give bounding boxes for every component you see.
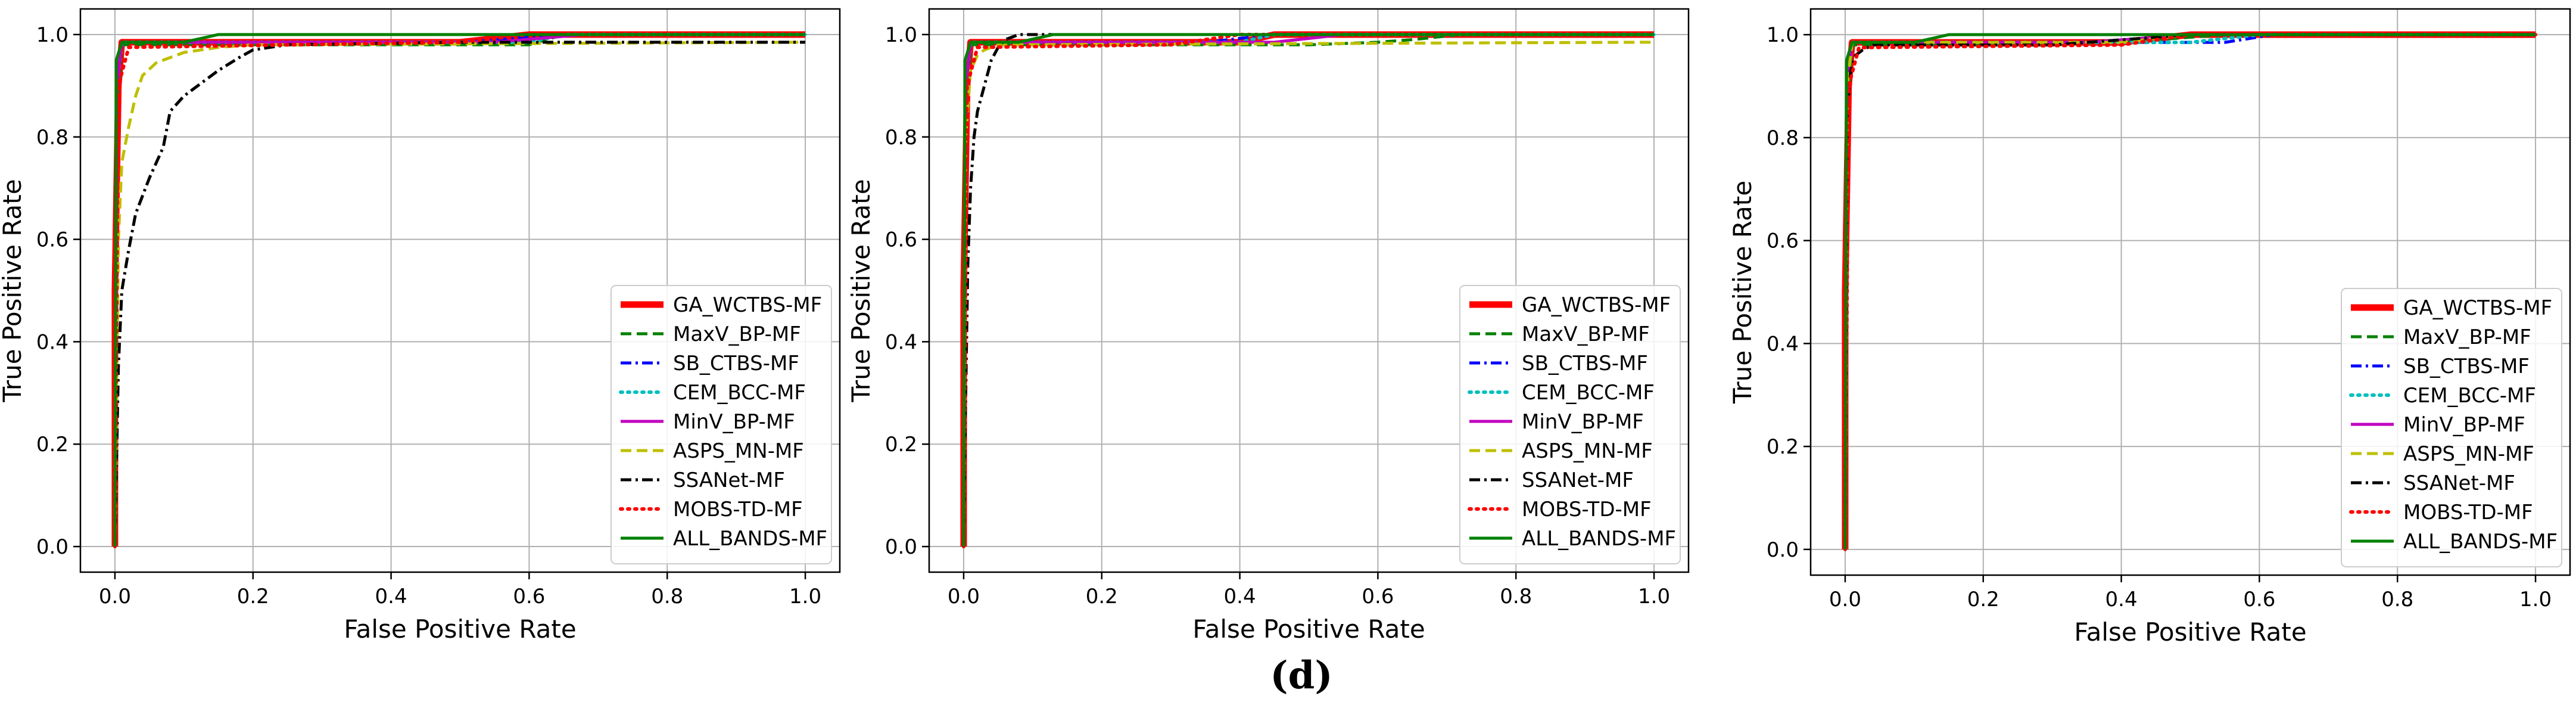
legend-box: [1459, 285, 1681, 564]
legend: GA_WCTBS-MF MaxV_BP-MF SB_CTBS-MF CEM_BCC-M…: [1459, 285, 1681, 564]
y-axis-label: True Positive Rate: [0, 179, 27, 402]
y-tick-label: 1.0: [885, 23, 917, 47]
legend-label: MaxV_BP-MF: [673, 322, 801, 346]
x-tick-label: 0.8: [2381, 588, 2413, 611]
legend-label: MaxV_BP-MF: [1522, 322, 1650, 346]
legend-label: CEM_BCC-MF: [2403, 384, 2536, 408]
legend-label: CEM_BCC-MF: [1522, 381, 1655, 405]
x-tick-label: 1.0: [1638, 585, 1670, 609]
roc-curves: [1842, 31, 2538, 551]
legend-label: ALL_BANDS-MF: [673, 527, 827, 551]
y-tick-label: 0.6: [36, 228, 68, 252]
legend-label: SB_CTBS-MF: [2403, 355, 2530, 378]
roc-panel-2: 0.0 0.2 0.4 0.6 0.8 1.0 0.0 0.2 0.4 0.6 0.8 1.0 Fal…: [846, 8, 1690, 644]
legend-label: ALL_BANDS-MF: [2403, 530, 2558, 554]
y-tick-label: 0.2: [36, 433, 68, 457]
legend-label: MinV_BP-MF: [673, 410, 795, 434]
legend-label: GA_WCTBS-MF: [1522, 293, 1671, 317]
x-tick-label: 0.8: [651, 585, 683, 609]
roc-curve-all-bands-mf: [962, 33, 1655, 547]
y-tick-label: 0.4: [36, 330, 68, 354]
axes-frame: [1809, 8, 2571, 576]
figure-caption: (d): [1270, 653, 1332, 698]
legend-label: GA_WCTBS-MF: [673, 293, 822, 317]
y-tick-label: 0.0: [1767, 538, 1799, 562]
y-tick-label: 1.0: [36, 23, 68, 47]
legend-label: MaxV_BP-MF: [2403, 325, 2531, 349]
legend-label: MinV_BP-MF: [1522, 410, 1644, 434]
y-tick-label: 0.0: [885, 535, 917, 559]
legend-label: ASPS_MN-MF: [673, 439, 804, 463]
legend-label: SB_CTBS-MF: [673, 352, 799, 375]
legend: GA_WCTBS-MF MaxV_BP-MF SB_CTBS-MF CEM_BCC-M…: [610, 285, 832, 564]
roc-curves: [111, 31, 808, 549]
y-tick-label: 1.0: [1767, 23, 1799, 47]
roc-panel-1: 0.0 0.2 0.4 0.6 0.8 1.0 0.0 0.2 0.4 0.6 0.8 1.0 Fal…: [0, 8, 841, 644]
x-tick-label: 0.2: [237, 585, 269, 609]
y-tick-label: 0.8: [36, 126, 68, 150]
axes-frame: [928, 8, 1690, 573]
legend-label: SSANet-MF: [673, 468, 785, 492]
x-tick-label: 1.0: [2519, 588, 2552, 611]
roc-curve-ssanet-mf: [113, 41, 806, 547]
x-tick-label: 0.6: [2243, 588, 2275, 611]
ticks: 0.0 0.2 0.4 0.6 0.8 1.0 0.0 0.2 0.4 0.6 0.8 1.0: [885, 23, 1670, 609]
legend-box: [2341, 288, 2562, 567]
y-axis-label: True Positive Rate: [1728, 181, 1757, 404]
x-tick-label: 1.0: [789, 585, 821, 609]
y-axis-label: True Positive Rate: [846, 179, 876, 402]
y-tick-label: 0.6: [885, 228, 917, 252]
y-tick-label: 0.2: [1767, 435, 1799, 459]
y-tick-label: 0.4: [1767, 332, 1799, 356]
x-tick-label: 0.4: [2105, 588, 2138, 611]
y-tick-label: 0.8: [885, 126, 917, 150]
x-tick-label: 0.0: [99, 585, 131, 609]
x-tick-label: 0.0: [1829, 588, 1861, 611]
legend-label: SSANet-MF: [1522, 468, 1634, 492]
x-tick-label: 0.8: [1500, 585, 1532, 609]
x-tick-label: 0.4: [1224, 585, 1256, 609]
legend-label: SSANet-MF: [2403, 471, 2515, 495]
x-tick-label: 0.6: [513, 585, 545, 609]
x-tick-label: 0.4: [375, 585, 407, 609]
ticks: 0.0 0.2 0.4 0.6 0.8 1.0 0.0 0.2 0.4 0.6 0.8 1.0: [36, 23, 821, 609]
roc-curves: [960, 31, 1656, 549]
legend-label: MOBS-TD-MF: [673, 498, 803, 521]
roc-curve-mobs-td-mf: [113, 32, 808, 549]
y-tick-label: 0.6: [1767, 229, 1799, 253]
ticks: 0.0 0.2 0.4 0.6 0.8 1.0 0.0 0.2 0.4 0.6 0.8 1.0: [1767, 23, 2552, 611]
x-axis-label: False Positive Rate: [1192, 614, 1425, 644]
y-tick-label: 0.2: [885, 433, 917, 457]
legend-label: MOBS-TD-MF: [1522, 498, 1652, 521]
roc-curve-all-bands-mf: [1843, 33, 2536, 550]
grid: [80, 9, 840, 572]
legend-label: ALL_BANDS-MF: [1522, 527, 1676, 551]
x-axis-label: False Positive Rate: [344, 614, 576, 644]
x-axis-label: False Positive Rate: [2074, 617, 2306, 647]
legend-label: MinV_BP-MF: [2403, 413, 2525, 437]
legend: GA_WCTBS-MF MaxV_BP-MF SB_CTBS-MF CEM_BCC-M…: [2341, 288, 2562, 567]
axes-frame: [79, 8, 841, 573]
legend-label: MOBS-TD-MF: [2403, 501, 2533, 524]
x-tick-label: 0.0: [948, 585, 980, 609]
roc-curve-all-bands-mf: [113, 33, 806, 547]
legend-box: [610, 285, 832, 564]
x-tick-label: 0.2: [1967, 588, 1999, 611]
y-tick-label: 0.4: [885, 330, 917, 354]
legend-label: SB_CTBS-MF: [1522, 352, 1648, 375]
legend-label: ASPS_MN-MF: [1522, 439, 1653, 463]
roc-panel-3: 0.0 0.2 0.4 0.6 0.8 1.0 0.0 0.2 0.4 0.6 0.8 1.0 Fal…: [1728, 8, 2571, 647]
legend-label: CEM_BCC-MF: [673, 381, 806, 405]
y-tick-label: 0.8: [1767, 126, 1799, 150]
y-tick-label: 0.0: [36, 535, 68, 559]
legend-label: GA_WCTBS-MF: [2403, 296, 2552, 320]
x-tick-label: 0.2: [1086, 585, 1118, 609]
x-tick-label: 0.6: [1362, 585, 1394, 609]
roc-curve-ssanet-mf: [962, 33, 1655, 547]
legend-label: ASPS_MN-MF: [2403, 442, 2534, 466]
